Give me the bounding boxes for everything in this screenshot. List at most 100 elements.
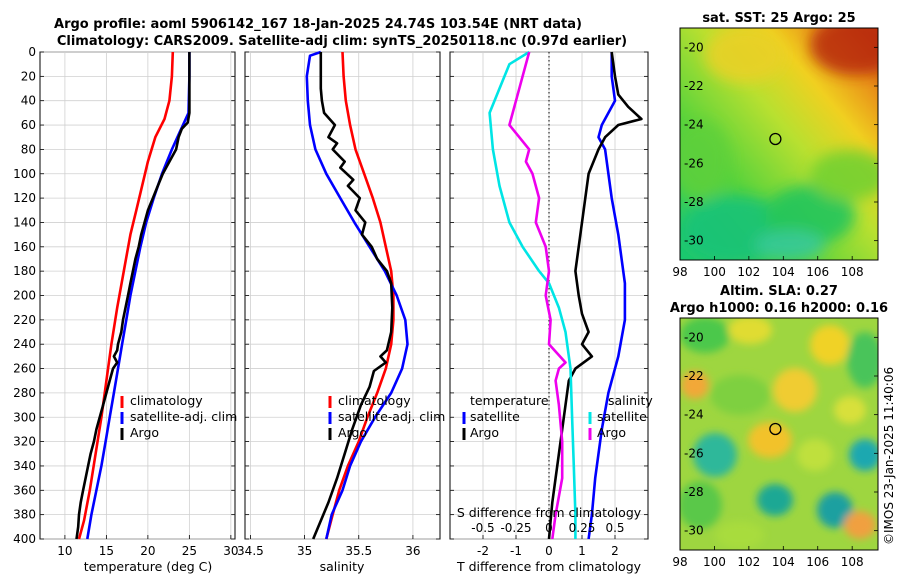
depth-tick-label: 160 <box>13 240 36 254</box>
figure-title-line1: Argo profile: aoml 5906142_167 18-Jan-20… <box>54 17 582 32</box>
map-lat-label: -26 <box>684 446 704 460</box>
map-lat-label: -20 <box>684 40 704 54</box>
salinity-tick-labels: 34.5 35 35.5 36 <box>237 544 421 558</box>
depth-tick-label: 140 <box>13 215 36 229</box>
difference-series <box>488 50 643 540</box>
sst-field <box>680 28 878 260</box>
depth-tick-labels: 0 20 40 60 80 100 120 140 160 180 200 220 240 260 280 3… <box>13 45 36 546</box>
map-lon-label: 108 <box>841 555 864 569</box>
x-tick-label: 15 <box>99 544 114 558</box>
legend-label-t-argo: Argo <box>470 425 499 440</box>
salinity-xlabel: salinity <box>320 559 365 574</box>
map-lon-label: 106 <box>806 265 829 279</box>
sst-map-ticks: 98 100 102 104 106 108 -20 -22 -24 -26 -28 -30 <box>672 40 878 279</box>
t-difference-xlabel: T difference from climatology <box>456 559 642 574</box>
x-tick-label: 1 <box>578 544 586 558</box>
x-tick-label: 30 <box>223 544 238 558</box>
series-line-climatology <box>77 51 175 540</box>
series-line-argo <box>75 52 191 540</box>
map-lat-label: -30 <box>684 524 704 538</box>
map-lat-label: -26 <box>684 156 704 170</box>
depth-tick-label: 240 <box>13 337 36 351</box>
sla-map-ticks: 98 100 102 104 106 108 -20 -22 -24 -26 -28 -30 <box>672 330 878 569</box>
depth-tick-label: 40 <box>21 94 36 108</box>
legend-label-argo: Argo <box>338 425 367 440</box>
argo-position-marker <box>769 132 782 146</box>
sst-map-frame <box>679 27 879 261</box>
legend-label-s-argo: Argo <box>597 425 626 440</box>
series-line-s-satellite <box>488 50 577 539</box>
depth-tick-label: 400 <box>13 532 36 546</box>
depth-tick-label: 300 <box>13 410 36 424</box>
map-lon-label: 104 <box>772 555 795 569</box>
map-lat-label: -24 <box>684 118 704 132</box>
depth-tick-label: 120 <box>13 191 36 205</box>
map-lon-label: 102 <box>737 555 760 569</box>
legend-label-climatology: climatology <box>130 393 203 408</box>
depth-tick-label: 360 <box>13 483 36 497</box>
map-lat-label: -20 <box>684 330 704 344</box>
legend-label-satellite: satellite-adj. clim <box>130 409 237 424</box>
series-line-t-satellite <box>587 52 627 540</box>
s-difference-tick-label: 0 <box>545 521 553 535</box>
legend-label-argo: Argo <box>130 425 159 440</box>
map-lat-label: -28 <box>684 195 704 209</box>
salinity-legend: climatology satellite-adj. clim Argo <box>328 393 445 440</box>
map-lon-label: 106 <box>806 555 829 569</box>
depth-tick-label: 20 <box>21 69 36 83</box>
map-lon-label: 108 <box>841 265 864 279</box>
x-tick-label: 20 <box>140 544 155 558</box>
s-difference-tick-label: -0.25 <box>500 521 531 535</box>
x-tick-label: 2 <box>611 544 619 558</box>
difference-legend: temperature satellite Argo salinity sate… <box>462 393 653 440</box>
map-lat-label: -22 <box>684 79 704 93</box>
sst-map-title: sat. SST: 25 Argo: 25 <box>702 11 855 26</box>
temperature-grid <box>40 51 235 540</box>
sla-field <box>680 318 878 550</box>
s-difference-tick-label: -0.5 <box>471 521 494 535</box>
x-tick-label: 0 <box>545 544 553 558</box>
depth-tick-label: 280 <box>13 386 36 400</box>
series-line-s-argo <box>508 51 567 540</box>
x-tick-label: 34.5 <box>237 544 264 558</box>
sla-map-title-line1: Altim. SLA: 0.27 <box>720 284 838 299</box>
map-lon-label: 98 <box>672 555 687 569</box>
map-lon-label: 98 <box>672 265 687 279</box>
depth-tick-label: 80 <box>21 142 36 156</box>
difference-panel: -2 -1 0 1 2 S difference from climatology -0… <box>449 50 653 574</box>
x-tick-label: 36 <box>405 544 420 558</box>
map-lat-label: -24 <box>684 408 704 422</box>
legend-label-satellite: satellite-adj. clim <box>338 409 445 424</box>
sla-map: Altim. SLA: 0.27 Argo h1000: 0.16 h2000:… <box>670 284 888 569</box>
temperature-legend: climatology satellite-adj. clim Argo <box>120 393 237 440</box>
map-lat-label: -28 <box>684 485 704 499</box>
depth-tick-label: 60 <box>21 118 36 132</box>
imos-watermark: ©IMOS 23-Jan-2025 11:40:06 <box>882 367 896 545</box>
salinity-grid <box>245 51 440 540</box>
s-difference-tick-labels: -0.5 -0.25 0 0.25 0.5 <box>471 521 624 535</box>
salinity-panel: 34.5 35 35.5 36 salinity climatology satell… <box>237 50 445 574</box>
depth-tick-label: 260 <box>13 362 36 376</box>
s-difference-label: S difference from climatology <box>457 505 642 520</box>
x-tick-label: 25 <box>182 544 197 558</box>
temperature-xlabel: temperature (deg C) <box>84 559 213 574</box>
depth-tick-label: 220 <box>13 313 36 327</box>
series-line-t-argo <box>547 51 643 540</box>
depth-tick-label: 320 <box>13 435 36 449</box>
legend-label-t-satellite: satellite <box>470 409 520 424</box>
depth-tick-label: 340 <box>13 459 36 473</box>
map-lon-label: 102 <box>737 265 760 279</box>
sst-map: sat. SST: 25 Argo: 25 98 100 102 104 106 108 -… <box>672 11 879 279</box>
map-lat-label: -30 <box>684 234 704 248</box>
map-lon-label: 100 <box>703 265 726 279</box>
x-tick-label: 35 <box>297 544 312 558</box>
salinity-series <box>305 50 409 540</box>
t-difference-tick-labels: -2 -1 0 1 2 <box>477 544 619 558</box>
map-lon-label: 104 <box>772 265 795 279</box>
sla-map-title-line2: Argo h1000: 0.16 h2000: 0.16 <box>670 301 888 316</box>
s-difference-tick-label: 0.5 <box>605 521 624 535</box>
x-tick-label: -1 <box>510 544 522 558</box>
x-tick-label: 10 <box>57 544 72 558</box>
legend-title-temperature: temperature <box>470 393 549 408</box>
